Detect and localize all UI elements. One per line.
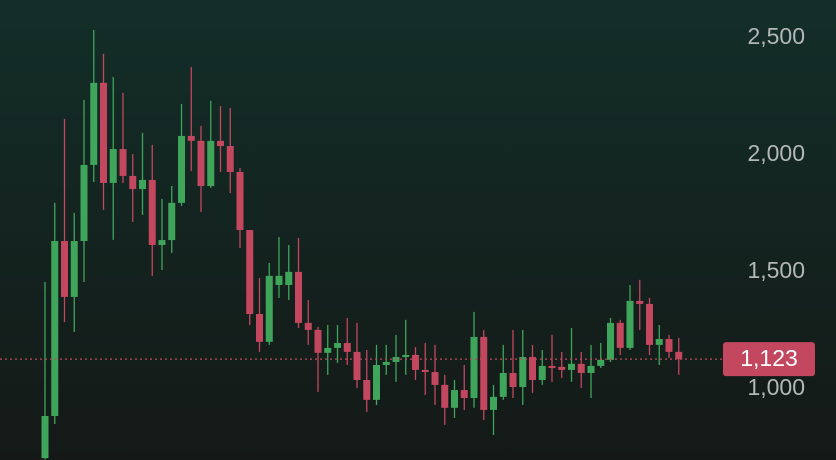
candle-body <box>285 271 293 285</box>
candle-body <box>295 271 302 323</box>
candle-body <box>265 275 273 342</box>
candle-body <box>675 351 683 360</box>
y-tick-label: 1,000 <box>747 374 805 400</box>
y-tick-label: 2,500 <box>747 23 805 49</box>
candle-body <box>217 140 224 147</box>
candle-body <box>51 240 59 417</box>
candle-body <box>646 303 653 345</box>
candle-body <box>343 343 351 352</box>
candle-body <box>412 354 419 370</box>
candle-body <box>109 149 117 183</box>
candle-body <box>538 365 546 380</box>
candle-body <box>334 343 341 348</box>
candle-body <box>304 322 312 330</box>
candle-body <box>41 416 49 459</box>
candle-body <box>470 336 478 398</box>
candle-body <box>275 275 283 285</box>
candle-body <box>129 175 137 190</box>
candle-body <box>607 322 614 360</box>
candle-body <box>460 390 468 398</box>
candle-body <box>139 179 146 190</box>
candle-body <box>178 135 185 203</box>
candle-body <box>568 363 575 370</box>
y-tick-label: 1,500 <box>747 257 805 283</box>
candle-body <box>636 300 644 304</box>
candle-body <box>655 339 663 345</box>
candle-body <box>577 363 585 373</box>
candle-body <box>665 339 673 352</box>
candle-body <box>363 379 371 400</box>
candle-body <box>148 179 156 245</box>
candle-body <box>119 149 127 176</box>
candle-body <box>158 240 166 245</box>
candle-body <box>197 140 205 187</box>
candle-body <box>80 164 88 241</box>
candle-body <box>519 357 527 387</box>
candle-body <box>509 372 517 387</box>
candle-body <box>353 351 361 380</box>
candle-body <box>480 336 488 410</box>
y-tick-label: 2,000 <box>747 140 805 166</box>
candle-body <box>499 372 507 397</box>
candle-body <box>382 361 390 366</box>
candle-body <box>246 230 254 314</box>
candle-body <box>529 357 536 380</box>
candle-body <box>168 202 176 241</box>
candle-body <box>626 300 634 348</box>
candle-body <box>256 313 263 342</box>
candle-body <box>421 369 429 373</box>
candle-body <box>61 240 68 297</box>
candle-body <box>548 365 556 369</box>
candle-body <box>597 359 605 366</box>
candle-body <box>558 366 566 370</box>
candle-body <box>373 365 380 400</box>
candle-body <box>587 365 595 373</box>
candle-body <box>490 396 497 410</box>
candle-body <box>90 82 98 165</box>
candle-body <box>187 135 195 141</box>
candle-body <box>431 372 439 385</box>
candle-body <box>616 322 624 348</box>
candle-body <box>100 82 107 183</box>
candle-body <box>207 140 215 187</box>
candles <box>41 29 683 460</box>
candle-body <box>236 171 244 230</box>
last-price-box <box>723 342 815 377</box>
candle-body <box>70 240 78 297</box>
last-price-label: 1,123 <box>740 345 798 371</box>
candle-body <box>441 384 449 408</box>
candle-body <box>226 146 234 172</box>
candle-body <box>314 329 322 353</box>
candle-body <box>324 347 332 353</box>
candle-body <box>451 390 458 408</box>
candle-body <box>402 354 410 358</box>
